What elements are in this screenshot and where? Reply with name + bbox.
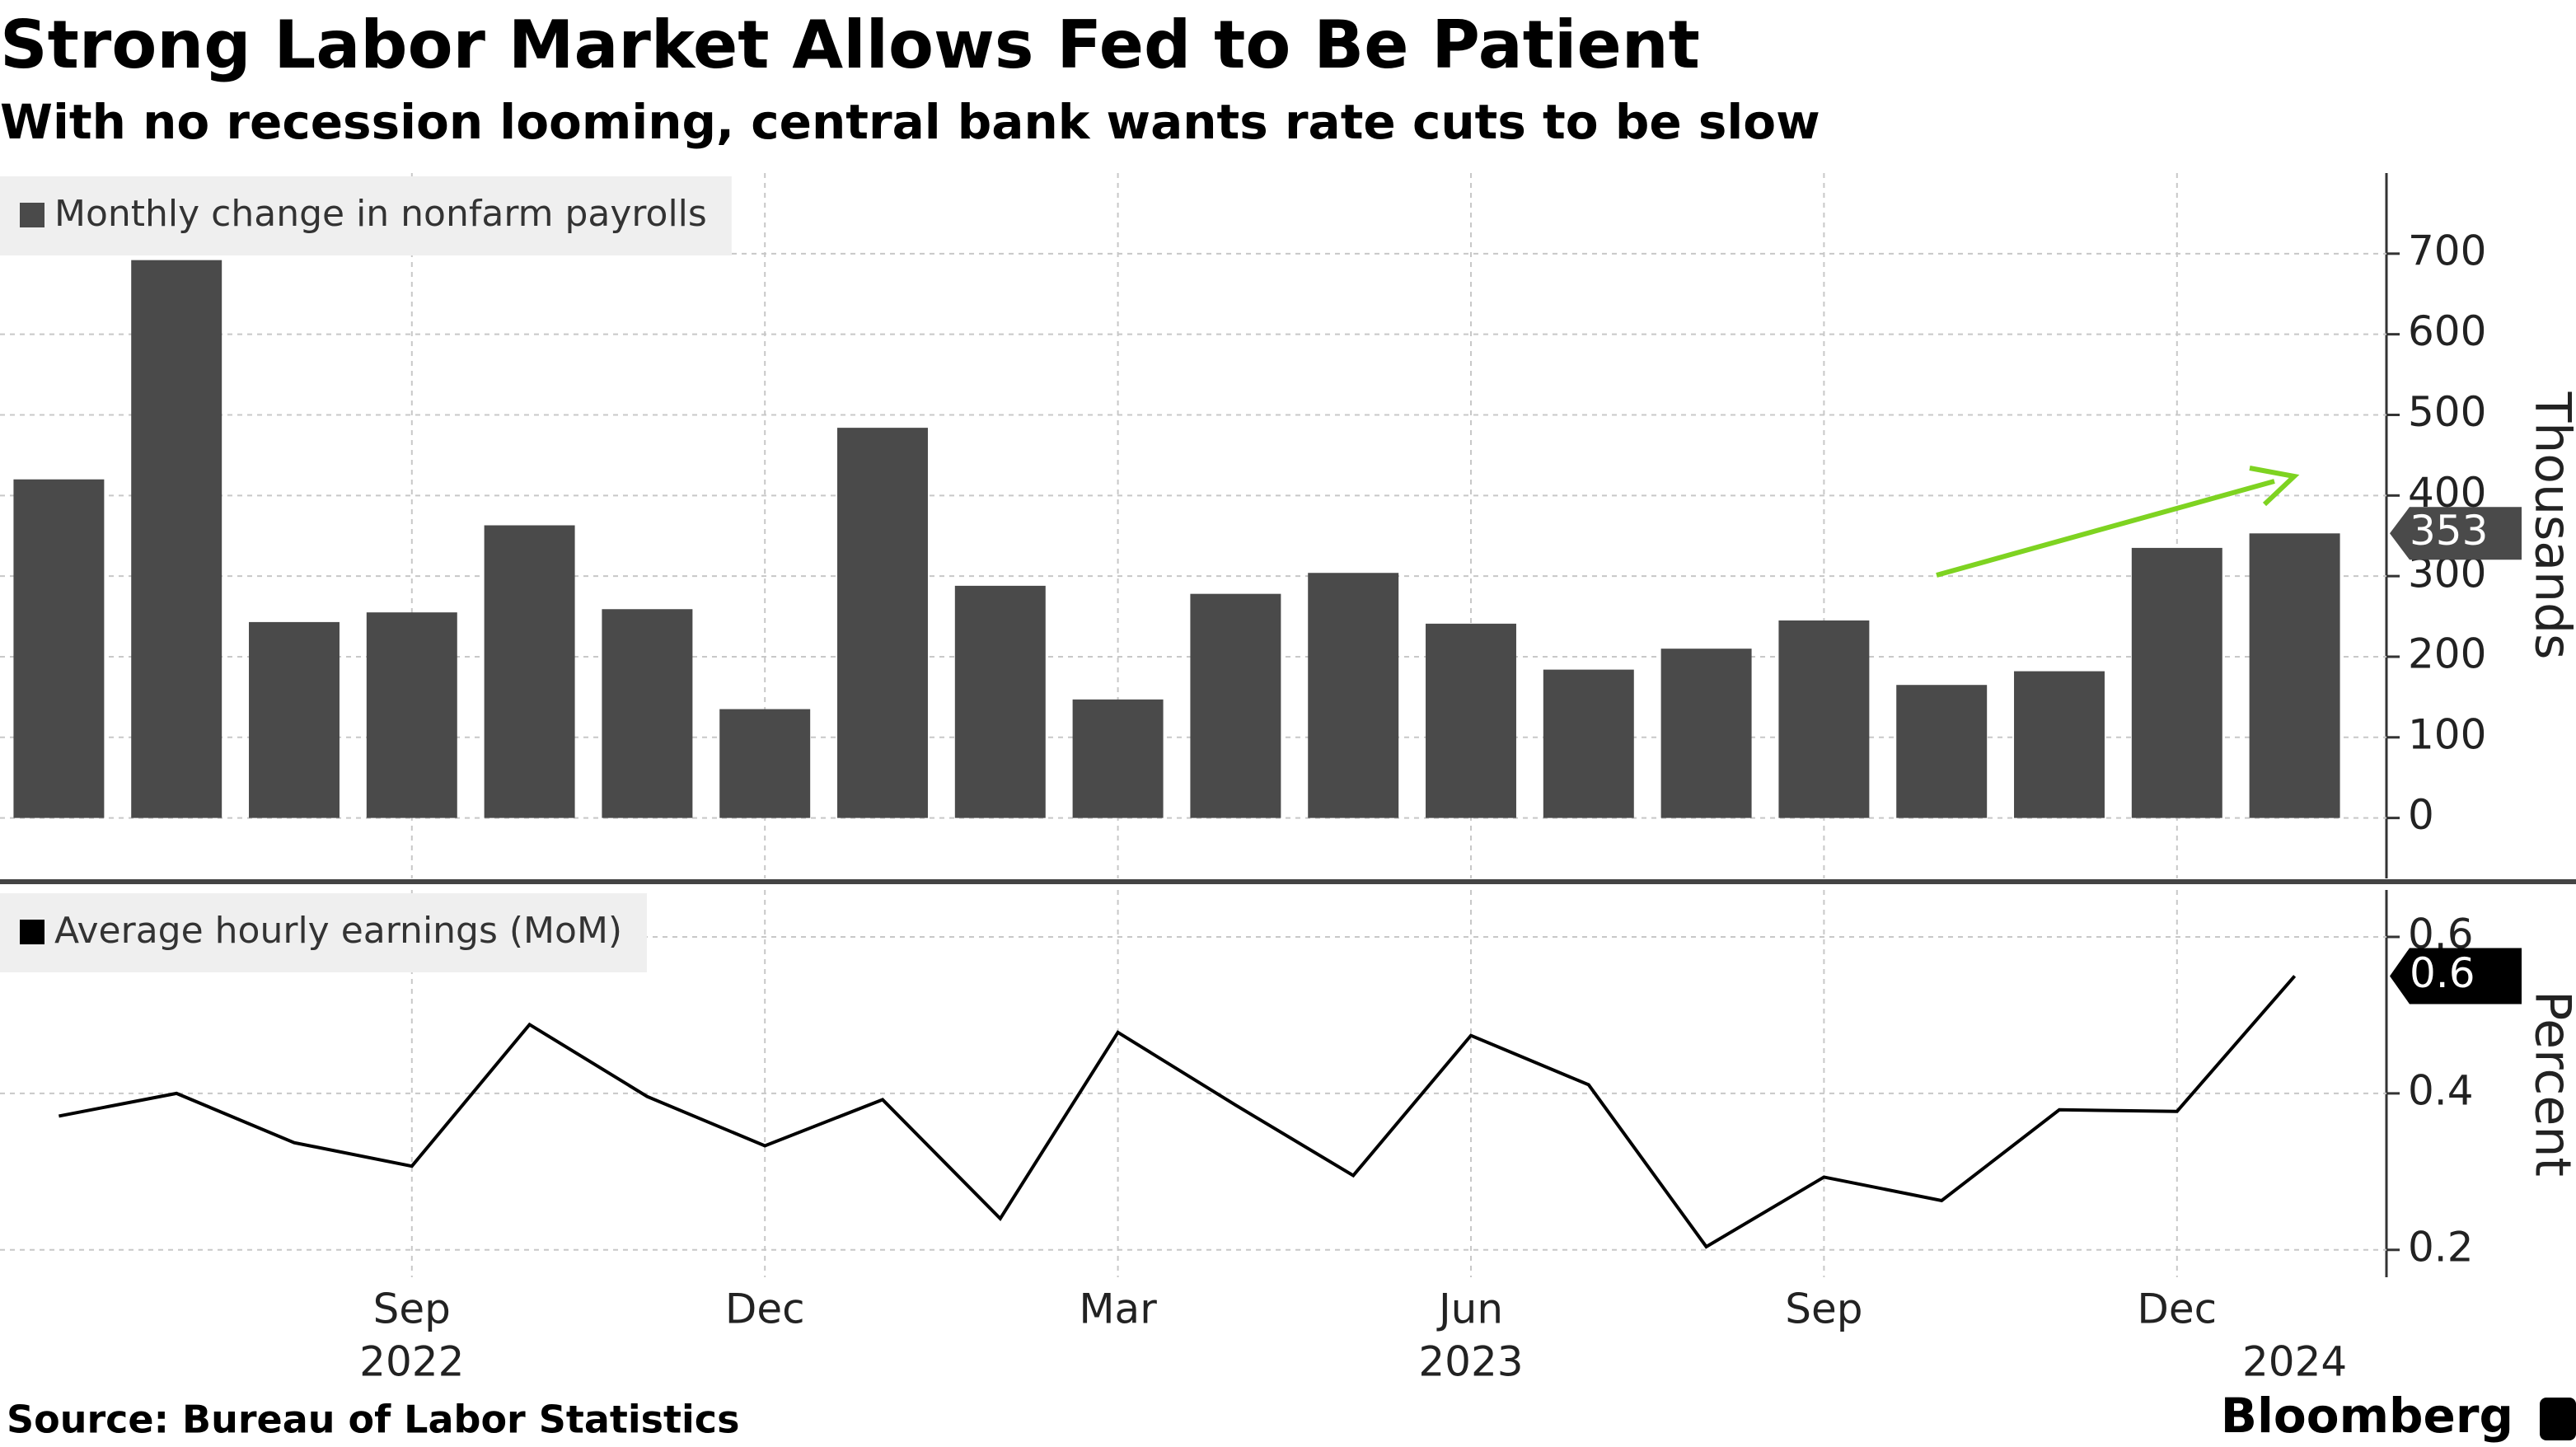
bar	[837, 428, 928, 818]
y-tick-label: 100	[2408, 710, 2486, 758]
bar	[13, 479, 105, 818]
trend-arrow	[1936, 466, 2300, 578]
chart-title: Strong Labor Market Allows Fed to Be Pat…	[0, 7, 1700, 83]
y-tick-label: 600	[2408, 307, 2486, 355]
bar	[1190, 593, 1281, 818]
bar	[719, 709, 811, 818]
x-tick-label: Jun	[1436, 1285, 1503, 1333]
bar	[1778, 620, 1870, 818]
bar	[1308, 573, 1399, 818]
y-axis-label: Thousands	[2523, 391, 2576, 660]
bar	[2249, 533, 2340, 818]
chart-subtitle: With no recession looming, central bank …	[0, 94, 1820, 150]
y-axis-label: Percent	[2523, 990, 2576, 1177]
value-tag	[2390, 507, 2522, 560]
y-tick-label: 0	[2408, 791, 2434, 839]
x-tick-label: Dec	[2137, 1285, 2217, 1333]
legend-box	[0, 893, 648, 972]
bar	[131, 260, 222, 818]
y-tick-label: 0.2	[2408, 1223, 2474, 1271]
bar	[1896, 685, 1988, 818]
x-tick-label: Mar	[1079, 1285, 1157, 1333]
legend-box	[0, 176, 732, 255]
value-label: 353	[2410, 507, 2488, 555]
y-tick-label: 500	[2408, 388, 2486, 436]
x-tick-label: Dec	[725, 1285, 805, 1333]
legend-label: Average hourly earnings (MoM)	[54, 910, 622, 952]
bar	[1543, 669, 1634, 818]
x-year-label: 2022	[359, 1338, 464, 1386]
bar	[366, 612, 457, 818]
brand: Bloomberg	[2221, 1388, 2513, 1444]
x-year-label: 2024	[2242, 1338, 2347, 1386]
x-year-label: 2023	[1418, 1338, 1523, 1386]
bar	[484, 525, 575, 818]
value-tag	[2390, 948, 2522, 1004]
line	[59, 975, 2297, 1249]
legend-swatch	[20, 203, 44, 227]
source-note: Source: Bureau of Labor Statistics	[7, 1398, 739, 1442]
bar	[2131, 547, 2222, 818]
bar	[954, 585, 1046, 818]
y-tick-label: 0.4	[2408, 1066, 2474, 1114]
value-label: 0.6	[2410, 949, 2475, 997]
legend-label: Monthly change in nonfarm payrolls	[54, 193, 707, 235]
bar	[1426, 623, 1516, 818]
brand-icon	[2540, 1398, 2576, 1440]
y-tick-label: 700	[2408, 227, 2486, 274]
legend-swatch	[20, 920, 44, 944]
x-tick-label: Sep	[1785, 1285, 1862, 1333]
bar	[2014, 671, 2105, 818]
bar	[1072, 699, 1164, 818]
bar	[249, 621, 340, 818]
x-tick-label: Sep	[373, 1285, 451, 1333]
bar	[1660, 649, 1752, 818]
bar	[602, 609, 693, 818]
y-tick-label: 200	[2408, 630, 2486, 677]
